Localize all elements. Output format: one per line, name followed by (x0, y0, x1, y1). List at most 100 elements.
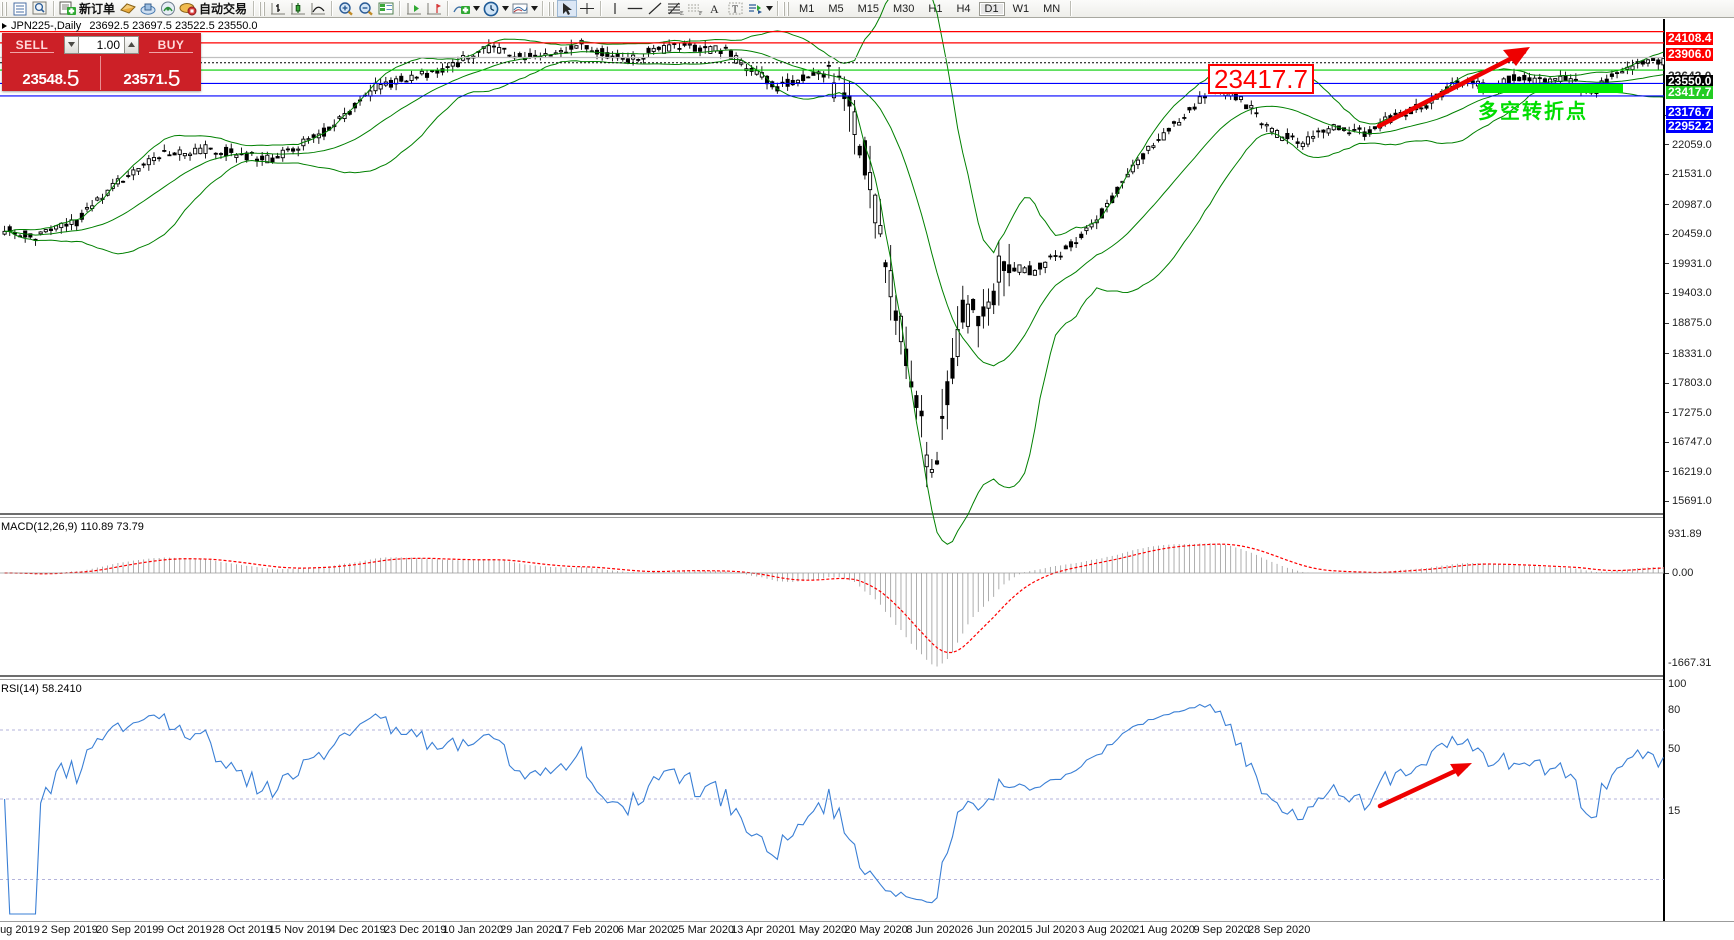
svg-text:T: T (732, 5, 738, 16)
price-tick: 22059.0 (1665, 139, 1712, 151)
tab-timeframe-m5[interactable]: M5 (828, 2, 844, 15)
menu-icon[interactable] (10, 0, 30, 17)
date-tick: 9 Sep 2020 (1193, 924, 1250, 936)
toolbar-separator (399, 1, 402, 16)
text-label-icon[interactable]: T (725, 0, 745, 17)
price-tick: 20987.0 (1665, 199, 1712, 211)
svg-text:A: A (710, 2, 719, 16)
rsi-tick: 80 (1668, 704, 1681, 716)
price-tag-last-price: 23550.0 (1666, 74, 1714, 88)
price-tick: 17803.0 (1665, 377, 1712, 389)
line-chart-icon[interactable] (308, 0, 328, 17)
data-window-icon[interactable] (138, 0, 158, 17)
toolbar-separator (1070, 1, 1073, 16)
period-clock-icon[interactable] (481, 0, 501, 17)
price-tag-support: 23176.7 (1666, 105, 1714, 119)
date-tick: 29 Jan 2020 (500, 924, 561, 936)
price-tick: 16219.0 (1665, 466, 1712, 478)
candlestick-chart-icon[interactable] (288, 0, 308, 17)
toolbar-grip[interactable] (1, 1, 8, 16)
horizontal-line-icon[interactable] (625, 0, 645, 17)
tab-timeframe-h1[interactable]: H1 (928, 2, 943, 15)
volume-increase-button[interactable] (124, 35, 139, 54)
price-chart-pane[interactable] (0, 19, 1664, 515)
volume-input[interactable]: 1.00 (79, 35, 124, 54)
tab-timeframe-h4[interactable]: H4 (956, 2, 971, 15)
objects-caret-icon[interactable] (765, 0, 774, 17)
expert-advisor-icon[interactable] (118, 0, 138, 17)
date-tick: 17 Feb 2020 (557, 924, 619, 936)
volume-decrease-button[interactable] (64, 35, 79, 54)
date-tick: 23 Dec 2019 (383, 924, 447, 936)
new-order-icon[interactable] (58, 0, 78, 17)
crosshair-icon[interactable] (577, 0, 597, 17)
price-tick: 20459.0 (1665, 228, 1712, 240)
auto-scroll-icon[interactable] (404, 0, 424, 17)
autotrade-icon[interactable] (178, 0, 198, 17)
date-tick: 13 Apr 2020 (731, 924, 791, 936)
main-toolbar: 新订单 自动交易 (0, 0, 1734, 18)
fibonacci-f-icon[interactable]: F (685, 0, 705, 17)
macd-tick: 0.00 (1665, 567, 1693, 579)
signals-icon[interactable] (158, 0, 178, 17)
price-tag-support: 22952.2 (1666, 119, 1714, 133)
macd-pane[interactable] (0, 517, 1664, 677)
grid-icon[interactable] (376, 0, 396, 17)
indicators-caret-icon[interactable] (472, 0, 481, 17)
sell-price[interactable]: 23548 . 5 (2, 56, 100, 90)
price-tag-pivot: 23417.7 (1666, 85, 1714, 99)
macd-indicator-label: MACD(12,26,9) 110.89 73.79 (1, 521, 147, 533)
toolbar-grip[interactable] (259, 1, 267, 16)
templates-icon[interactable] (510, 0, 530, 17)
price-tick: 21531.0 (1665, 168, 1712, 180)
price-tick: 15691.0 (1665, 495, 1712, 507)
oct-top-row: SELL 1.00 BUY (2, 33, 201, 56)
tab-timeframe-mn[interactable]: MN (1043, 2, 1061, 15)
trendline-icon[interactable] (645, 0, 665, 17)
vertical-line-icon[interactable] (605, 0, 625, 17)
svg-text:F: F (699, 11, 703, 16)
date-tick: 10 Jan 2020 (442, 924, 504, 936)
price-scale[interactable]: 22587.022059.021531.020987.020459.019931… (1664, 19, 1734, 921)
buy-price-integer: 23571 (123, 71, 164, 88)
buy-price-fraction: 5 (167, 65, 181, 91)
buy-price[interactable]: 23571 . 5 (103, 56, 201, 90)
period-caret-icon[interactable] (501, 0, 510, 17)
sell-button[interactable]: SELL (2, 33, 62, 56)
date-tick: 25 Mar 2020 (672, 924, 735, 936)
rsi-pane[interactable] (0, 679, 1664, 921)
bar-chart-icon[interactable] (268, 0, 288, 17)
chart-shift-icon[interactable] (424, 0, 444, 17)
zoom-in-icon[interactable] (336, 0, 356, 17)
toolbar-separator (542, 1, 545, 16)
date-tick: 28 Sep 2020 (1247, 924, 1311, 936)
objects-icon[interactable] (745, 0, 765, 17)
volume-stepper[interactable]: 1.00 (64, 35, 139, 54)
fibonacci-icon[interactable]: E (665, 0, 685, 17)
tab-timeframe-m15[interactable]: M15 (857, 2, 879, 15)
tab-timeframe-m30[interactable]: M30 (893, 2, 915, 15)
toolbar-grip[interactable] (783, 1, 791, 16)
date-tick: 20 May 2020 (844, 924, 908, 936)
date-tick: 4 Dec 2019 (329, 924, 386, 936)
indicators-add-icon[interactable] (452, 0, 472, 17)
autotrade-label[interactable]: 自动交易 (199, 2, 248, 16)
new-order-label[interactable]: 新订单 (79, 2, 116, 16)
date-tick: 9 Oct 2019 (157, 924, 212, 936)
tab-timeframe-d1[interactable]: D1 (978, 1, 1005, 16)
price-tag-resistance: 23906.0 (1666, 47, 1714, 61)
tab-timeframe-w1[interactable]: W1 (1012, 2, 1030, 15)
toolbar-grip[interactable] (548, 1, 556, 16)
text-icon[interactable]: A (705, 0, 725, 17)
buy-button[interactable]: BUY (141, 33, 201, 56)
date-tick: 6 Mar 2020 (617, 924, 674, 936)
zoom-search-icon[interactable] (30, 0, 50, 17)
templates-caret-icon[interactable] (530, 0, 539, 17)
tab-timeframe-m1[interactable]: M1 (799, 2, 815, 15)
annotation-price-callout: 23417.7 (1208, 64, 1314, 94)
zoom-out-icon[interactable] (356, 0, 376, 17)
price-tick: 18875.0 (1665, 317, 1712, 329)
cursor-icon[interactable] (557, 0, 578, 17)
one-click-trading-panel[interactable]: SELL 1.00 BUY 23548 . 5 23571 . 5 (2, 33, 201, 91)
